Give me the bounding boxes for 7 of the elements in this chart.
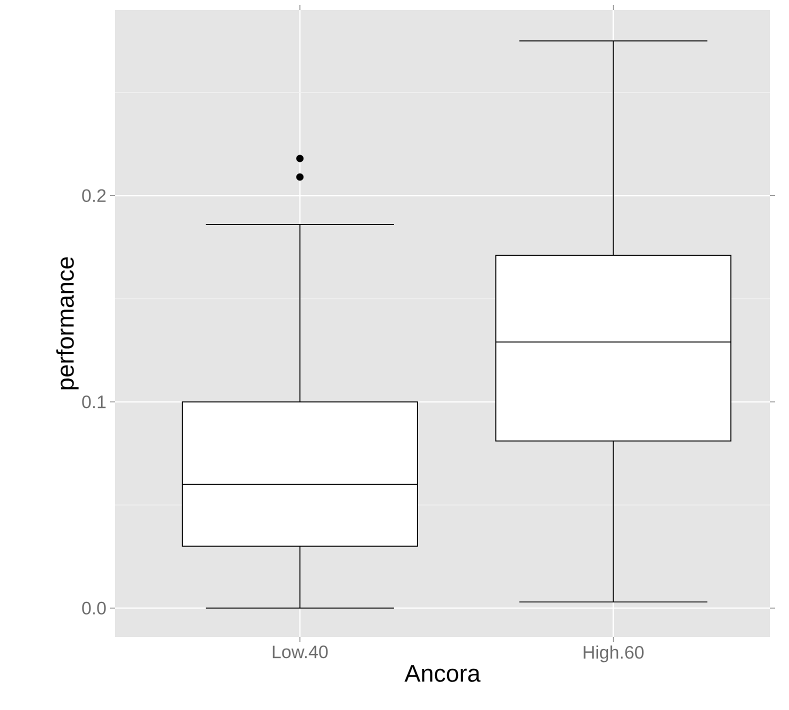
y-tick-label: 0.2 [82, 189, 106, 202]
y-axis-title: performance [56, 257, 79, 390]
x-tick-label: High.60 [584, 646, 644, 662]
x-tick-label: Low.40 [272, 646, 328, 658]
y-tick-label: 0.1 [82, 396, 106, 408]
x-axis-title: Ancora [404, 665, 481, 682]
y-tick-label: 0.0 [82, 602, 106, 614]
